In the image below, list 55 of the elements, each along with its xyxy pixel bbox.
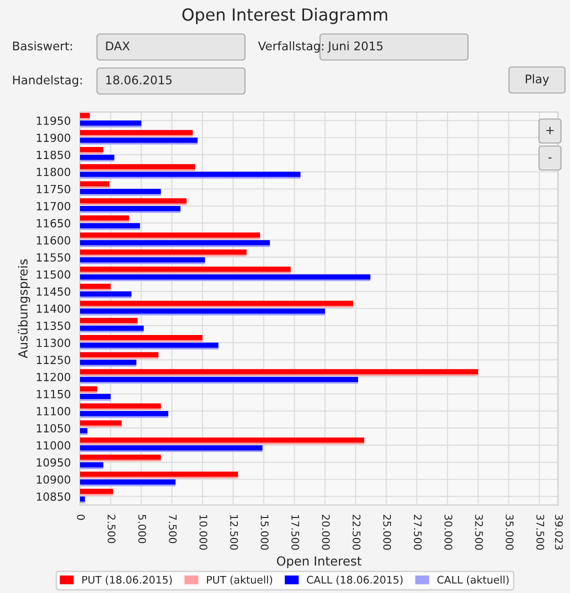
y-tick-label: 10900 <box>36 475 70 484</box>
y-tick-label: 11600 <box>36 236 70 245</box>
x-tick-label: 20.000 <box>322 514 330 550</box>
y-tick-label: 11000 <box>36 441 70 450</box>
y-tick-label: 11300 <box>36 338 70 348</box>
x-tick-label: 0 <box>76 514 85 520</box>
y-tick-label: 11950 <box>36 116 70 125</box>
y-tick-label: 11100 <box>36 406 70 416</box>
y-tick-label: 11200 <box>36 372 70 382</box>
text: 18.06.2015 <box>106 75 172 84</box>
x-tick-label: 17.500 <box>291 515 300 550</box>
x-tick-label: 39.023 <box>554 514 563 550</box>
text: DAX <box>106 42 130 50</box>
y-tick-label: 10850 <box>36 492 70 501</box>
y-tick-label: 11800 <box>36 168 70 176</box>
x-tick-label: 37.500 <box>536 514 544 550</box>
y-tick-label: 11550 <box>36 253 70 262</box>
y-tick-label: 11250 <box>36 356 70 364</box>
x-tick-label: 15.000 <box>260 515 269 550</box>
chart-title: Open Interest Diagramm <box>182 8 388 24</box>
y-tick-label: 11400 <box>36 304 70 313</box>
y-tick-label: 11150 <box>36 390 70 398</box>
annotation: + <box>546 126 554 134</box>
legend-label: CALL (18.06.2015) <box>306 576 403 585</box>
text: Verfallstag: <box>258 41 324 53</box>
x-tick-label: 2.500 <box>108 514 116 544</box>
x-tick-label: 27.500 <box>414 514 422 550</box>
y-tick-label: 11050 <box>36 424 70 432</box>
x-axis-title: Open Interest <box>276 556 362 568</box>
text: Handelstag: <box>13 75 82 87</box>
x-tick-label: 7.500 <box>168 514 177 544</box>
text: Play <box>526 74 549 86</box>
x-tick-label: 5.000 <box>138 514 146 544</box>
y-tick-label: 11650 <box>36 219 70 228</box>
x-tick-label: 25.000 <box>383 514 392 550</box>
x-tick-label: 32.500 <box>475 514 483 550</box>
x-tick-label: 30.000 <box>444 514 452 550</box>
legend-label: PUT (18.06.2015) <box>82 576 172 585</box>
y-tick-label: 11500 <box>36 270 70 279</box>
y-tick-label: 11900 <box>36 134 70 142</box>
text: Basiswert: <box>13 41 72 50</box>
y-tick-label: 10950 <box>36 458 70 467</box>
y-tick-label: 11450 <box>36 287 70 296</box>
y-tick-label: 11750 <box>36 184 70 194</box>
y-tick-label: 11700 <box>36 202 70 210</box>
legend-label: CALL (aktuell) <box>437 576 509 585</box>
x-tick-label: 35.000 <box>506 514 514 550</box>
x-tick-label: 10.000 <box>199 515 208 550</box>
x-tick-label: 12.500 <box>230 515 238 550</box>
text: Juni 2015 <box>327 41 382 53</box>
y-tick-label: 11850 <box>36 150 70 160</box>
y-tick-label: 11350 <box>36 322 70 330</box>
y-axis-title: Ausübungspreis <box>18 259 30 358</box>
x-tick-label: 22.500 <box>352 514 360 550</box>
legend-label: PUT (aktuell) <box>207 576 272 585</box>
